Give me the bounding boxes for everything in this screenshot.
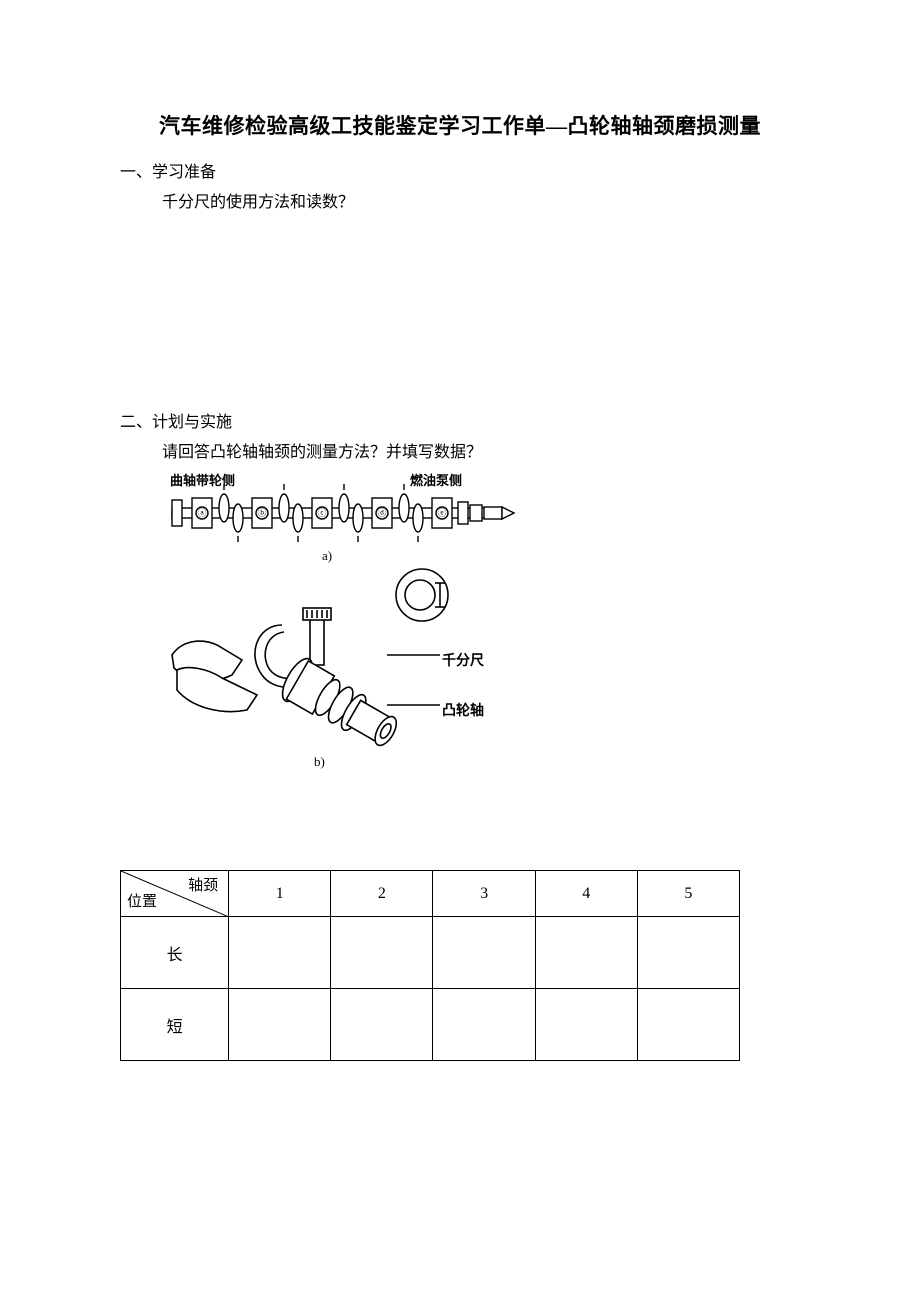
table-header-row: 轴颈 位置 1 2 3 4 5 <box>121 871 740 917</box>
diag-top-label: 轴颈 <box>188 874 218 895</box>
figure-a-camshaft-diagram: 曲轴带轮侧 燃油泵侧 ⓐ ⓑ <box>162 470 532 560</box>
section1-body: 千分尺的使用方法和读数？ <box>162 188 800 212</box>
table-col-header: 4 <box>535 871 637 917</box>
section2-body: 请回答凸轮轴轴颈的测量方法？并填写数据？ <box>162 438 800 462</box>
journal-mark-c: ⓒ <box>317 508 326 518</box>
table-diagonal-header: 轴颈 位置 <box>121 871 229 917</box>
figure-b-micrometer-diagram: 千分尺 凸轮轴 b) <box>162 560 532 770</box>
table-cell <box>331 917 433 989</box>
figure-a-label-left: 曲轴带轮侧 <box>170 470 235 489</box>
table-cell <box>535 917 637 989</box>
table-cell <box>229 989 331 1061</box>
table-cell <box>229 917 331 989</box>
spacer <box>120 218 800 408</box>
table-col-header: 1 <box>229 871 331 917</box>
section1-heading: 一、学习准备 <box>120 158 800 182</box>
figure-container: 曲轴带轮侧 燃油泵侧 ⓐ ⓑ <box>162 470 800 770</box>
table-cell <box>637 917 739 989</box>
table-row: 短 <box>121 989 740 1061</box>
table-cell <box>331 989 433 1061</box>
figure-a-label-right: 燃油泵侧 <box>410 470 462 489</box>
figure-b-caption: b) <box>314 754 325 770</box>
row-label: 长 <box>121 917 229 989</box>
section2-heading: 二、计划与实施 <box>120 408 800 432</box>
page-title: 汽车维修检验高级工技能鉴定学习工作单—凸轮轴轴颈磨损测量 <box>120 110 800 140</box>
table-cell <box>433 989 535 1061</box>
spacer <box>120 770 800 860</box>
figure-b-label-micrometer: 千分尺 <box>442 650 484 670</box>
table-col-header: 3 <box>433 871 535 917</box>
diag-bottom-label: 位置 <box>127 890 157 911</box>
table-cell <box>637 989 739 1061</box>
journal-mark-d: ⓓ <box>377 508 386 518</box>
table-col-header: 5 <box>637 871 739 917</box>
figure-b-label-camshaft: 凸轮轴 <box>442 700 484 720</box>
journal-mark-b: ⓑ <box>257 508 266 518</box>
table-cell <box>535 989 637 1061</box>
table-col-header: 2 <box>331 871 433 917</box>
table-row: 长 <box>121 917 740 989</box>
row-label: 短 <box>121 989 229 1061</box>
journal-mark-e: ⓔ <box>437 508 446 518</box>
table-cell <box>433 917 535 989</box>
measurement-table: 轴颈 位置 1 2 3 4 5 长 短 <box>120 870 740 1061</box>
journal-mark-a: ⓐ <box>197 508 206 518</box>
